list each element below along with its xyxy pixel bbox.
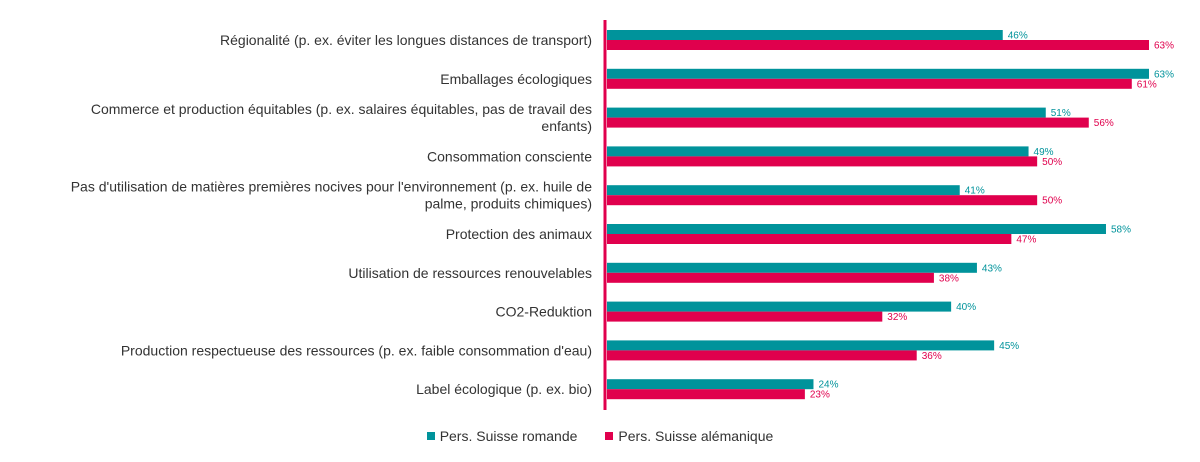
- category-label: Label écologique (p. ex. bio): [416, 381, 592, 397]
- data-label: 50%: [1042, 196, 1062, 207]
- legend-item-romande: Pers. Suisse romande: [426, 428, 578, 444]
- data-label: 56%: [1094, 118, 1114, 129]
- bar-alemanique: [607, 117, 1089, 128]
- legend: Pers. Suisse romande Pers. Suisse aléman…: [0, 428, 1200, 444]
- bar-romande: [607, 262, 977, 273]
- category-label: Production respectueuse des ressources (…: [121, 342, 592, 358]
- category-label-line: Commerce et production équitables (p. ex…: [91, 101, 592, 117]
- data-label: 45%: [999, 341, 1019, 352]
- bar-romande: [607, 30, 1003, 40]
- category-label: Protection des animaux: [446, 226, 592, 242]
- data-label: 46%: [1008, 31, 1028, 42]
- category-label-line: palme, produits chimiques): [425, 196, 592, 212]
- data-label: 47%: [1016, 235, 1036, 246]
- bar-alemanique: [607, 389, 805, 400]
- legend-swatch-alemanique: [605, 432, 614, 440]
- bar-alemanique: [607, 311, 883, 322]
- data-label: 63%: [1154, 69, 1174, 80]
- bar-romande: [607, 224, 1106, 234]
- category-label-line: enfants): [541, 118, 592, 134]
- data-label: 43%: [982, 263, 1002, 274]
- bar-romande: [607, 107, 1046, 118]
- category-label-line: Régionalité (p. ex. éviter les longues d…: [220, 32, 592, 48]
- data-label: 50%: [1042, 157, 1062, 168]
- data-label: 40%: [956, 302, 976, 313]
- category-label: CO2-Reduktion: [496, 304, 593, 320]
- category-labels: Régionalité (p. ex. éviter les longues d…: [71, 32, 592, 397]
- bar-alemanique: [607, 78, 1132, 89]
- category-label: Commerce et production équitables (p. ex…: [91, 101, 592, 134]
- data-label: 32%: [887, 312, 907, 323]
- category-label-line: Consommation consciente: [427, 148, 592, 164]
- data-label: 51%: [1051, 108, 1071, 119]
- data-label: 23%: [810, 390, 830, 401]
- bar-alemanique: [607, 350, 917, 361]
- bar-romande: [607, 68, 1149, 79]
- category-label-line: Pas d'utilisation de matières premières …: [71, 179, 592, 195]
- data-label: 63%: [1154, 41, 1174, 52]
- data-label: 24%: [818, 380, 838, 391]
- legend-label-alemanique: Pers. Suisse alémanique: [618, 428, 774, 444]
- data-label: 41%: [965, 186, 985, 197]
- category-label-line: Emballages écologiques: [440, 71, 592, 87]
- bar-alemanique: [607, 234, 1012, 244]
- category-label-line: Protection des animaux: [446, 226, 592, 242]
- bar-alemanique: [607, 272, 934, 283]
- category-label-line: Utilisation de ressources renouvelables: [348, 265, 592, 281]
- legend-label-romande: Pers. Suisse romande: [439, 428, 578, 444]
- bar-romande: [607, 185, 960, 196]
- category-label: Emballages écologiques: [440, 71, 592, 87]
- category-label-line: CO2-Reduktion: [496, 304, 593, 320]
- category-label-line: Production respectueuse des ressources (…: [121, 342, 592, 358]
- bar-romande: [607, 340, 995, 351]
- bars: 46%63%63%61%51%56%49%50%41%50%58%47%43%3…: [607, 30, 1174, 401]
- category-label: Consommation consciente: [427, 148, 592, 164]
- category-label-line: Label écologique (p. ex. bio): [416, 381, 592, 397]
- legend-item-alemanique: Pers. Suisse alémanique: [605, 428, 773, 444]
- data-label: 58%: [1111, 225, 1131, 236]
- bar-alemanique: [607, 40, 1149, 50]
- data-label: 61%: [1137, 79, 1157, 90]
- legend-swatch-romande: [426, 432, 435, 440]
- category-label: Utilisation de ressources renouvelables: [348, 265, 592, 281]
- data-label: 36%: [922, 351, 942, 362]
- bar-romande: [607, 301, 952, 312]
- bar-romande: [607, 379, 814, 390]
- bar-romande: [607, 146, 1029, 157]
- bar-alemanique: [607, 195, 1038, 206]
- data-label: 49%: [1034, 147, 1054, 158]
- bar-alemanique: [607, 156, 1038, 167]
- category-label: Régionalité (p. ex. éviter les longues d…: [220, 32, 592, 48]
- data-label: 38%: [939, 273, 959, 284]
- category-label: Pas d'utilisation de matières premières …: [71, 179, 592, 212]
